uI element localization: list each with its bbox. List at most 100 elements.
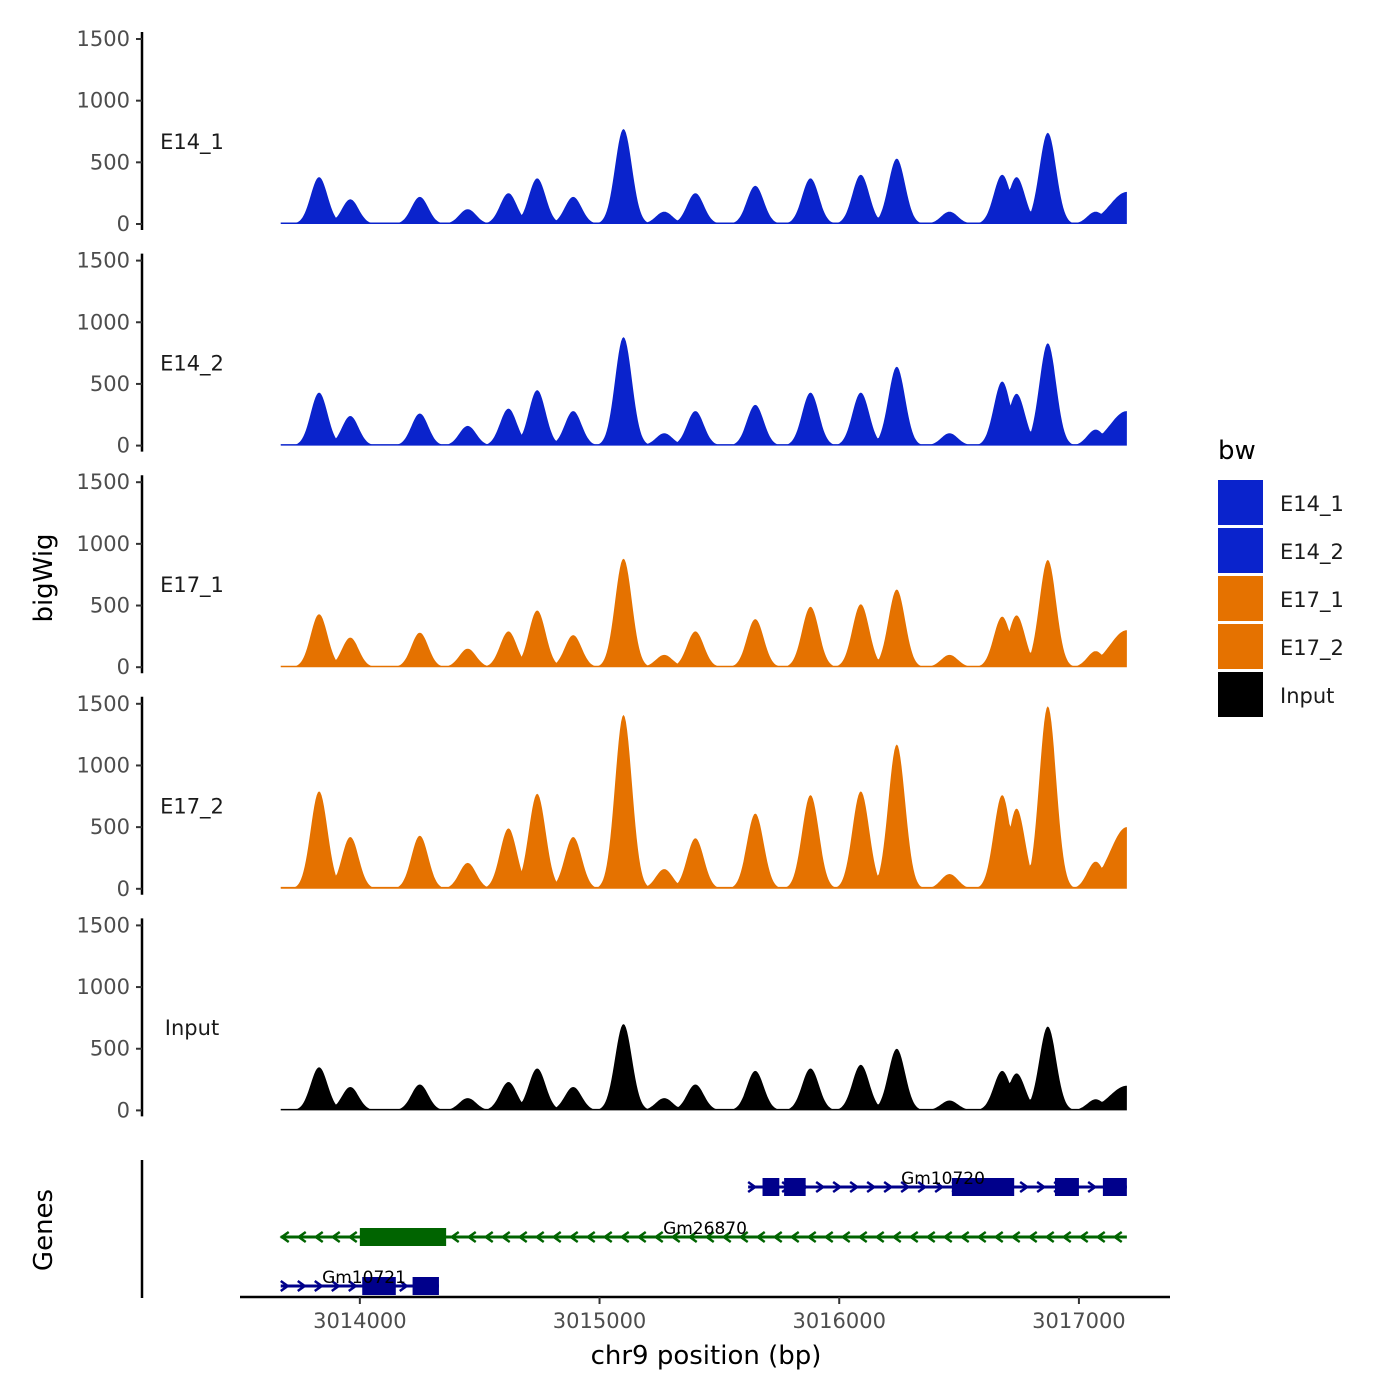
strand-arrow bbox=[900, 1180, 911, 1194]
strand-arrow bbox=[942, 1230, 953, 1244]
legend-swatch-Input bbox=[1218, 672, 1263, 717]
strand-arrow bbox=[857, 1230, 868, 1244]
strand-arrow bbox=[653, 1230, 664, 1244]
strand-arrow bbox=[348, 1279, 358, 1293]
gene-label-Gm10720: Gm10720 bbox=[901, 1169, 985, 1189]
strand-arrow bbox=[1036, 1180, 1047, 1194]
exon-box bbox=[951, 1178, 1015, 1196]
strand-arrow bbox=[602, 1230, 613, 1244]
strand-arrow bbox=[755, 1230, 766, 1244]
strand-arrow bbox=[670, 1230, 681, 1244]
y-tick-label: 1500 bbox=[77, 470, 130, 494]
track-E14_1: 0 500 1000 1500 E14_1 bbox=[77, 27, 1127, 236]
strand-arrow bbox=[789, 1230, 800, 1244]
y-tick-label: 500 bbox=[90, 1037, 130, 1061]
strand-arrow bbox=[1087, 1180, 1098, 1194]
strand-arrow bbox=[874, 1230, 885, 1244]
gene-label-Gm26870: Gm26870 bbox=[663, 1219, 747, 1239]
strand-arrow bbox=[279, 1230, 290, 1244]
strand-arrow bbox=[840, 1230, 851, 1244]
strand-arrow bbox=[959, 1230, 970, 1244]
strand-arrow bbox=[806, 1230, 817, 1244]
y-tick-label: 1500 bbox=[77, 249, 130, 273]
tracks-layer: 0 500 1000 1500 E14_1 0 500 1000 1500 E14_2 0 500 10… bbox=[77, 27, 1127, 1122]
strand-arrow bbox=[738, 1230, 749, 1244]
gene-Gm26870: Gm26870 bbox=[279, 1219, 1127, 1246]
legend-label-E17_2: E17_2 bbox=[1280, 636, 1344, 661]
strand-arrow bbox=[296, 1230, 307, 1244]
y-tick-label: 1000 bbox=[77, 310, 130, 334]
y-axis-title: bigWig bbox=[29, 533, 59, 622]
y-tick-label: 1000 bbox=[77, 89, 130, 113]
strand-arrow bbox=[993, 1230, 1004, 1244]
strand-arrow bbox=[772, 1230, 783, 1244]
track-label-E14_2: E14_2 bbox=[160, 351, 224, 376]
strand-arrow bbox=[399, 1279, 409, 1293]
strand-arrow bbox=[534, 1230, 545, 1244]
strand-arrow bbox=[1078, 1230, 1089, 1244]
strand-arrow bbox=[883, 1180, 894, 1194]
track-label-E17_1: E17_1 bbox=[160, 573, 224, 598]
y-tick-label: 500 bbox=[90, 815, 130, 839]
x-tick-label: 3014000 bbox=[313, 1309, 407, 1333]
track-Input: 0 500 1000 1500 Input bbox=[77, 913, 1127, 1122]
strand-arrow bbox=[330, 1230, 341, 1244]
legend-label-E14_1: E14_1 bbox=[1280, 492, 1344, 517]
strand-arrow bbox=[483, 1230, 494, 1244]
strand-arrow bbox=[866, 1180, 877, 1194]
strand-arrow bbox=[721, 1230, 732, 1244]
exon-box bbox=[412, 1277, 439, 1295]
strand-arrow bbox=[331, 1279, 341, 1293]
y-tick-label: 500 bbox=[90, 150, 130, 174]
genes-layer: 3014000 3015000 3016000 3017000 Gm10720 Gm268… bbox=[140, 1160, 1170, 1333]
strand-arrow bbox=[934, 1180, 945, 1194]
y-tick-label: 1500 bbox=[77, 692, 130, 716]
strand-arrow bbox=[891, 1230, 902, 1244]
strand-arrow bbox=[297, 1279, 307, 1293]
strand-arrow bbox=[704, 1230, 715, 1244]
legend-swatch-E17_1 bbox=[1218, 576, 1263, 621]
genes-axis-title: Genes bbox=[29, 1189, 59, 1271]
y-tick-label: 1000 bbox=[77, 532, 130, 556]
strand-arrow bbox=[636, 1230, 647, 1244]
legend-label-E17_1: E17_1 bbox=[1280, 588, 1344, 613]
legend-swatch-E14_2 bbox=[1218, 528, 1263, 573]
y-tick-label: 0 bbox=[117, 1098, 130, 1122]
x-tick-label: 3015000 bbox=[553, 1309, 647, 1333]
x-axis-title: chr9 position (bp) bbox=[591, 1341, 822, 1371]
track-label-E14_1: E14_1 bbox=[160, 130, 224, 155]
strand-arrow bbox=[815, 1180, 826, 1194]
legend-label-E14_2: E14_2 bbox=[1280, 540, 1344, 565]
y-tick-label: 1500 bbox=[77, 27, 130, 51]
strand-arrow bbox=[280, 1279, 290, 1293]
coverage-area-Input bbox=[280, 1024, 1127, 1111]
track-E17_1: 0 500 1000 1500 E17_1 bbox=[77, 470, 1127, 679]
exon-box bbox=[762, 1178, 780, 1196]
strand-arrow bbox=[917, 1180, 928, 1194]
x-tick-label: 3017000 bbox=[1032, 1309, 1126, 1333]
strand-arrow bbox=[1019, 1180, 1030, 1194]
strand-arrow bbox=[849, 1180, 860, 1194]
strand-arrow bbox=[1010, 1230, 1021, 1244]
strand-arrow bbox=[1044, 1230, 1055, 1244]
strand-arrow bbox=[551, 1230, 562, 1244]
strand-arrow bbox=[466, 1230, 477, 1244]
y-tick-label: 0 bbox=[117, 434, 130, 458]
x-tick-label: 3016000 bbox=[792, 1309, 886, 1333]
coverage-area-E14_1 bbox=[280, 129, 1127, 224]
legend: bw E14_1 E14_2 E17_1 E17_2 Input bbox=[1218, 436, 1344, 717]
y-tick-label: 500 bbox=[90, 594, 130, 618]
strand-arrow bbox=[568, 1230, 579, 1244]
coverage-area-E17_2 bbox=[280, 706, 1127, 889]
track-label-E17_2: E17_2 bbox=[160, 795, 224, 820]
y-tick-label: 0 bbox=[117, 877, 130, 901]
legend-title: bw bbox=[1218, 436, 1256, 466]
gene-label-Gm10721: Gm10721 bbox=[322, 1268, 406, 1288]
gene-Gm10720: Gm10720 bbox=[747, 1169, 1127, 1196]
exon-box bbox=[784, 1178, 806, 1196]
exon-box bbox=[1054, 1178, 1079, 1196]
exon-box bbox=[362, 1277, 396, 1295]
strand-arrow bbox=[823, 1230, 834, 1244]
legend-swatch-E14_1 bbox=[1218, 480, 1263, 525]
